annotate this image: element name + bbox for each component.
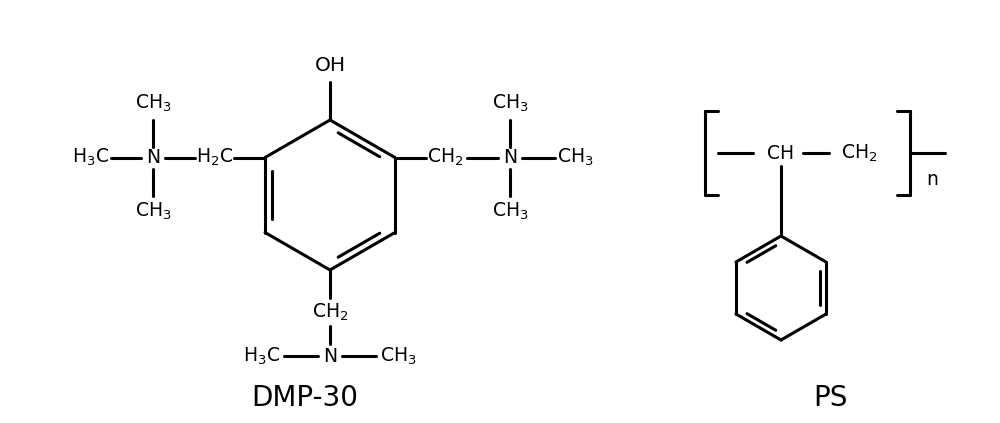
Text: N: N	[503, 148, 517, 167]
Text: H$_3$C: H$_3$C	[72, 147, 110, 168]
Text: H$_3$C: H$_3$C	[243, 345, 281, 367]
Text: CH$_3$: CH$_3$	[135, 93, 171, 114]
Text: CH$_3$: CH$_3$	[135, 201, 171, 222]
Text: n: n	[926, 170, 938, 189]
Text: DMP-30: DMP-30	[252, 384, 358, 412]
Text: N: N	[323, 346, 337, 365]
Text: CH: CH	[767, 143, 795, 162]
Text: CH$_2$: CH$_2$	[312, 301, 348, 323]
Text: CH$_3$: CH$_3$	[492, 201, 528, 222]
Text: CH$_2$: CH$_2$	[427, 147, 463, 168]
Text: CH$_3$: CH$_3$	[557, 147, 593, 168]
Text: PS: PS	[813, 384, 847, 412]
Text: N: N	[146, 148, 160, 167]
Text: CH$_2$: CH$_2$	[841, 143, 877, 164]
Text: OH: OH	[314, 55, 346, 74]
Text: CH$_3$: CH$_3$	[492, 93, 528, 114]
Text: CH$_3$: CH$_3$	[380, 345, 416, 367]
Text: H$_2$C: H$_2$C	[196, 147, 234, 168]
